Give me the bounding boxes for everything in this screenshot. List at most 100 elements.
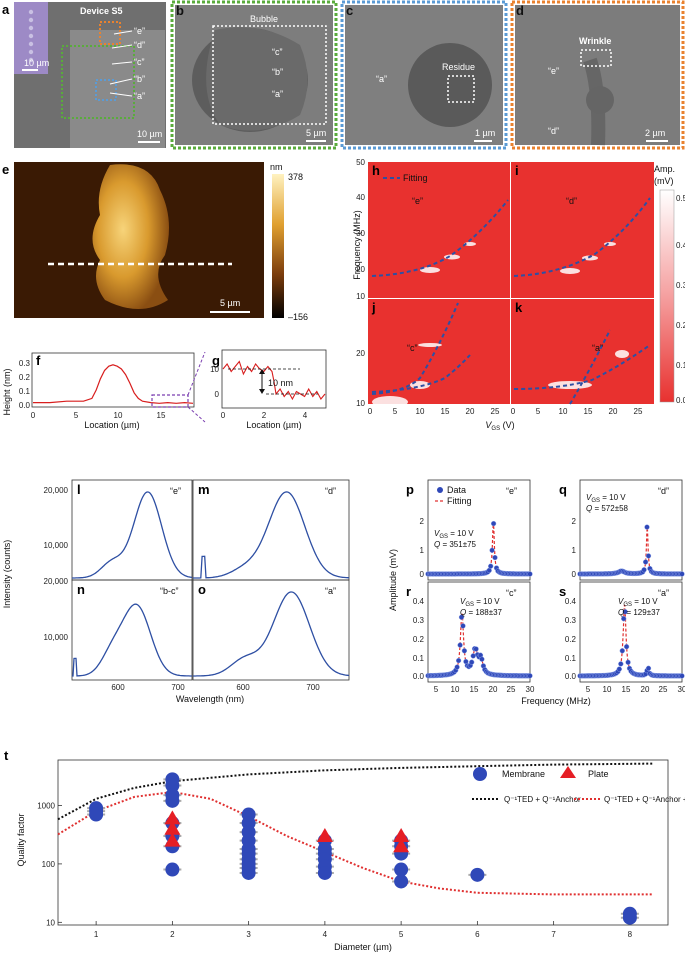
hk-ytick-bot-0: 10	[356, 399, 365, 408]
scale-d: 2 µm	[645, 128, 665, 138]
t-plate-point	[393, 838, 410, 853]
panel-letter-s: s	[559, 584, 566, 599]
g-ytick-0: 0	[215, 390, 220, 399]
data-point	[644, 524, 650, 530]
ps-xtick-9: 20	[641, 685, 650, 694]
ps-ytick-r-1: 0.1	[413, 654, 425, 663]
ps-xtick-10: 25	[659, 685, 668, 694]
hk-spot-e: “e”	[412, 196, 423, 206]
hk-xtick-11: 25	[634, 407, 643, 416]
spot-b-b: “b”	[272, 67, 283, 77]
t-xtick: 4	[323, 930, 328, 939]
panel-letter-j: j	[371, 300, 376, 315]
hk-xtick-9: 15	[584, 407, 593, 416]
resonance-r	[425, 613, 533, 679]
hk-xtick-8: 10	[559, 407, 568, 416]
lo-ytick-l-1: 20,000	[44, 486, 69, 495]
ps-xtick-5: 30	[526, 685, 535, 694]
hk-xtick-2: 10	[416, 407, 425, 416]
t-membrane-point	[394, 874, 409, 889]
spot-d-d: “d”	[548, 126, 559, 136]
hk-ytick-top-3: 40	[356, 193, 365, 202]
lo-xlabel: Wavelength (nm)	[176, 694, 244, 704]
t-legend-red: Q⁻¹TED + Q⁻¹Anchor + Q⁻¹SN	[604, 795, 685, 804]
spot-d-a: “d”	[134, 40, 145, 50]
hk-ylabel: Frequency (MHz)	[352, 210, 362, 280]
t-xlabel: Diameter (µm)	[334, 942, 392, 952]
ps-ytick-s-1: 0.1	[565, 654, 577, 663]
fit-curve	[428, 613, 530, 677]
data-point	[619, 648, 625, 654]
ps-spot-c: “c”	[506, 588, 517, 598]
ps-ytick-s-0: 0.0	[565, 672, 577, 681]
map-j	[368, 299, 510, 404]
t-membrane-point	[394, 862, 409, 877]
panel-c: c “a” Residue 1 µm	[340, 0, 508, 150]
lo-spot-a: “a”	[325, 586, 336, 596]
panel-letter-l: l	[77, 482, 81, 497]
ps-spot-a: “a”	[658, 588, 669, 598]
data-point	[470, 653, 476, 659]
t-xtick: 7	[551, 930, 556, 939]
cb-unit: nm	[270, 162, 283, 172]
cb-amp-tick-0: 0.5	[676, 194, 685, 203]
t-plate-point	[316, 828, 333, 843]
ps-ytick-q-0: 0	[572, 570, 577, 579]
data-point	[473, 646, 479, 652]
residue-label: Residue	[442, 62, 475, 72]
bubble-box	[212, 25, 327, 125]
data-point	[679, 571, 685, 577]
panel-lo: Intensity (counts) l m n o “e” “d” “b-c”…	[2, 479, 350, 704]
cb-amp-tick-5: 0.0	[676, 396, 685, 405]
f-ylabel: Height (nm)	[2, 368, 12, 415]
ps-ytick-r-4: 0.4	[413, 597, 425, 606]
data-point	[642, 559, 649, 565]
t-ytick: 1000	[37, 801, 55, 810]
pl-spectrum-l	[72, 491, 193, 579]
f-xtick-0: 0	[31, 411, 36, 420]
hk-ytick-top-1: 20	[356, 265, 365, 274]
spot-a-b: “a”	[272, 89, 283, 99]
ps-ytick-p-0: 0	[420, 570, 425, 579]
t-membrane-point	[622, 910, 637, 925]
pl-spectrum-o	[193, 591, 350, 677]
panel-d: d Wrinkle “e” “d” 2 µm	[510, 0, 685, 150]
ps-ytick-p-1: 1	[420, 546, 425, 555]
cb-amp-tick-2: 0.3	[676, 281, 685, 290]
t-plate-point	[164, 810, 181, 825]
lo-xtick-n-1: 700	[171, 683, 185, 692]
t-xtick: 1	[94, 930, 99, 939]
g-frame	[221, 349, 327, 409]
hk-ytick-bot-1: 20	[356, 349, 365, 358]
hk-ytick-top-2: 30	[356, 229, 365, 238]
cb-amp-tick-1: 0.4	[676, 241, 685, 250]
t-xtick: 8	[628, 930, 633, 939]
ps-xlabel: Frequency (MHz)	[521, 696, 591, 706]
panel-f: f Height (nm) 0.0 0.1 0.2 0.3 0 5 10 15 …	[2, 351, 206, 430]
data-point	[621, 616, 627, 622]
f-xlabel: Location (µm)	[84, 420, 139, 430]
device-title: Device S5	[80, 6, 123, 16]
panel-letter-c: c	[346, 3, 353, 18]
scale-e: 5 µm	[220, 298, 240, 308]
data-point	[616, 666, 622, 672]
t-curve-ted-anchor	[57, 762, 653, 821]
ps-q-s: Q = 129±37	[618, 608, 661, 617]
ps-xtick-8: 15	[622, 685, 631, 694]
frame-p	[427, 479, 531, 581]
hk-legend: Fitting	[403, 173, 428, 183]
panel-letter-a: a	[2, 2, 10, 17]
ps-q-r: Q = 188±37	[460, 608, 503, 617]
data-point	[455, 657, 462, 664]
g-xtick-2: 4	[303, 411, 308, 420]
resonance-q	[577, 524, 685, 577]
frame-r	[427, 581, 531, 683]
panel-ps: Amplitude (mV) p q r s Data Fitting “e” …	[388, 479, 685, 706]
panel-letter-e: e	[2, 162, 9, 177]
ps-ytick-s-3: 0.3	[565, 616, 577, 625]
ps-legend-data: Data	[447, 485, 466, 495]
t-membrane-point	[165, 778, 180, 793]
ps-vgs-s: VGS = 10 V	[618, 597, 658, 608]
f-ytick-0: 0.0	[19, 401, 31, 410]
t-frame	[57, 759, 669, 926]
